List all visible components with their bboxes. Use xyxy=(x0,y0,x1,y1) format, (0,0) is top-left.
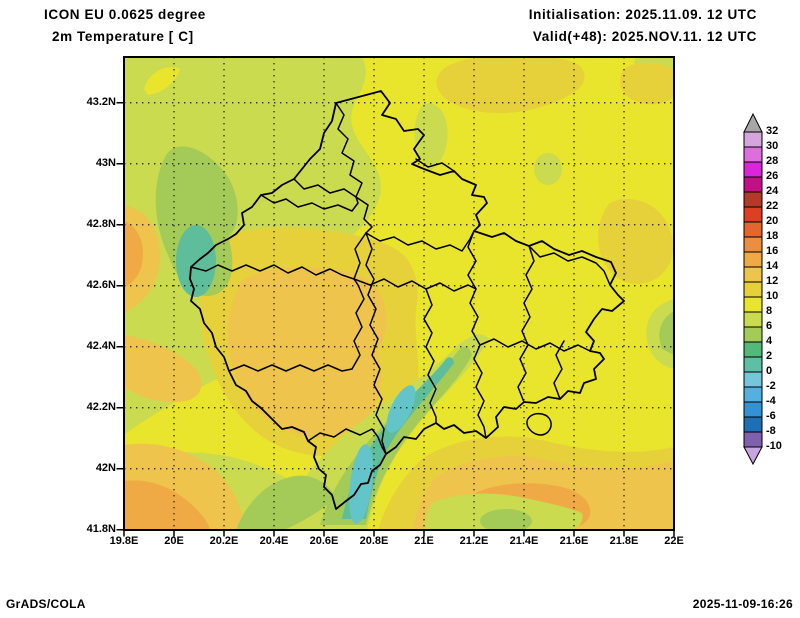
colorbar-label: -4 xyxy=(766,395,776,407)
y-axis-label: 42.8N xyxy=(86,217,116,230)
colorbar-label: 32 xyxy=(766,125,779,137)
x-axis-label: 19.8E xyxy=(109,535,139,547)
y-axis-label: 43.2N xyxy=(86,95,116,108)
colorbar-label: 20 xyxy=(766,215,779,227)
colorbar-label: 26 xyxy=(766,170,779,182)
colorbar-label: 30 xyxy=(766,140,779,152)
colorbar-label: 10 xyxy=(766,290,779,302)
y-axis-label: 43N xyxy=(95,156,116,169)
colorbar-label: 2 xyxy=(766,350,773,362)
axis-ticks xyxy=(116,102,675,537)
colorbar-label: 14 xyxy=(766,260,779,272)
colorbar xyxy=(743,112,763,466)
map-frame xyxy=(123,56,675,531)
colorbar-label: 22 xyxy=(766,200,779,212)
x-axis-label: 20E xyxy=(164,535,184,547)
colorbar-label: 4 xyxy=(766,335,773,347)
page-title-model: ICON EU 0.0625 degree xyxy=(44,7,206,22)
colorbar-label: 16 xyxy=(766,245,779,257)
admin-boundaries xyxy=(189,90,625,510)
colorbar-label: 28 xyxy=(766,155,779,167)
colorbar-label: -8 xyxy=(766,425,776,437)
colorbar-label: 24 xyxy=(766,185,779,197)
footer-timestamp: 2025-11-09-16:26 xyxy=(692,597,793,611)
x-axis-label: 21.8E xyxy=(609,535,639,547)
colorbar-label: 12 xyxy=(766,275,779,287)
colorbar-label: 0 xyxy=(766,365,773,377)
colorbar-label: 18 xyxy=(766,230,779,242)
x-axis-label: 21.2E xyxy=(459,535,489,547)
x-axis-label: 20.2E xyxy=(209,535,239,547)
x-axis-label: 22E xyxy=(664,535,684,547)
x-axis-label: 20.4E xyxy=(259,535,289,547)
colorbar-label: 6 xyxy=(766,320,773,332)
colorbar-label: 8 xyxy=(766,305,773,317)
y-axis-label: 42.2N xyxy=(86,400,116,413)
temperature-field xyxy=(124,57,674,530)
kosovo-outer-boundary xyxy=(189,90,625,510)
y-axis-label: 42.6N xyxy=(86,278,116,291)
y-axis-label: 42.4N xyxy=(86,339,116,352)
y-axis-label: 41.8N xyxy=(86,522,116,535)
colorbar-label: -2 xyxy=(766,380,776,392)
x-axis-label: 21.4E xyxy=(509,535,539,547)
page-title-variable: 2m Temperature [ C] xyxy=(52,29,194,44)
enclave-boundary xyxy=(526,412,552,436)
colorbar-label: -10 xyxy=(766,440,782,452)
footer-brand: GrADS/COLA xyxy=(6,597,86,611)
y-axis-label: 42N xyxy=(95,461,116,474)
colorbar-label: -6 xyxy=(766,410,776,422)
colorbar-below-min-arrow xyxy=(743,446,763,466)
x-axis-label: 21.6E xyxy=(559,535,589,547)
x-axis-label: 20.6E xyxy=(309,535,339,547)
x-axis-label: 21E xyxy=(414,535,434,547)
initialisation-label: Initialisation: 2025.11.09. 12 UTC xyxy=(528,7,757,22)
x-axis-label: 20.8E xyxy=(359,535,389,547)
valid-time-label: Valid(+48): 2025.NOV.11. 12 UTC xyxy=(532,29,757,44)
